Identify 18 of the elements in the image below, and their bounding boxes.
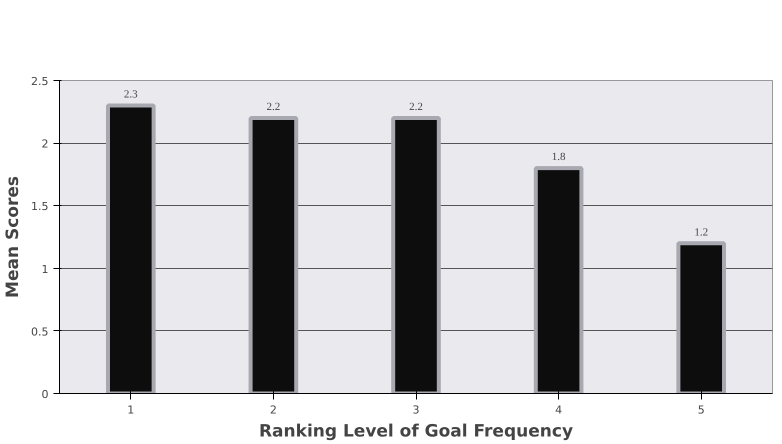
x-tick-label: 2 [270,404,277,416]
data-label: 1.8 [552,151,566,164]
data-label: 2.2 [409,101,423,114]
y-tick-label: 0 [42,388,48,401]
data-label: 1.2 [694,226,708,238]
x-tick-label: 3 [412,404,420,416]
y-tick-label: 0.5 [31,325,49,338]
y-tick-label: 2 [42,138,48,151]
y-tick-label: 2.5 [31,75,49,88]
x-axis-title: Ranking Level of Goal Frequency [258,422,574,442]
x-tick-label: 1 [127,404,134,416]
data-label: 2.3 [124,88,138,101]
y-tick-label: 1 [42,262,48,276]
y-tick-label: 1.5 [31,200,49,214]
x-tick-label: 4 [555,404,562,416]
x-tick-label: 5 [698,404,705,416]
data-label: 2.2 [266,101,280,114]
y-axis-title: Mean Scores [3,176,24,298]
